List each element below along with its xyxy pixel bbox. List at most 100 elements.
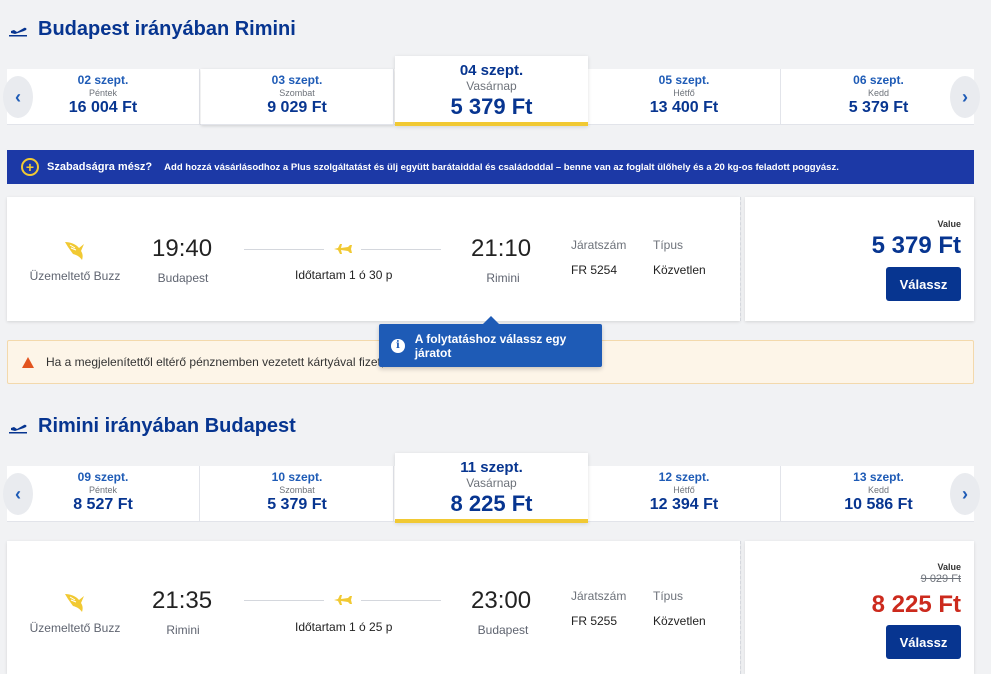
- arrival-time: 21:10: [471, 235, 532, 262]
- date-price: 5 379 Ft: [450, 94, 533, 119]
- promo-text: Add hozzá vásárlásodhoz a Plus szolgálta…: [164, 161, 839, 173]
- ryanair-harp-icon: [65, 242, 84, 260]
- weekday-label: Kedd: [867, 485, 890, 495]
- date-price: 5 379 Ft: [267, 496, 327, 513]
- ryanair-harp-icon: [65, 594, 84, 612]
- selected-indicator: [395, 122, 588, 126]
- weekday-label: Szombat: [279, 88, 315, 98]
- weekday-label: Vasárnap: [466, 476, 517, 490]
- flight-duration: Időtartam 1 ó 25 p: [295, 620, 393, 634]
- date-label: 04 szept.: [459, 62, 524, 79]
- plane-icon: [334, 595, 352, 605]
- info-icon: i: [391, 338, 405, 353]
- select-flight-button[interactable]: Válassz: [886, 625, 961, 659]
- plane-icon: [334, 244, 352, 254]
- date-price: 5 379 Ft: [848, 99, 909, 116]
- fare-price: 5 379 Ft: [871, 232, 961, 259]
- departure-time: 19:40: [152, 235, 213, 262]
- flight-duration: Időtartam 1 ó 30 p: [295, 268, 393, 282]
- date-label: 06 szept.: [853, 73, 904, 87]
- date-card[interactable]: 13 szept. Kedd 10 586 Ft: [782, 466, 975, 522]
- flight-number-label: Járatszám: [571, 589, 627, 603]
- chevron-left-icon: ‹: [15, 86, 21, 107]
- flight-details: Üzemeltető Buzz 19:40 Budapest Időtartam…: [7, 197, 740, 321]
- date-label: 05 szept.: [658, 73, 710, 87]
- date-label: 03 szept.: [271, 73, 323, 87]
- flight-type: Közvetlen: [653, 614, 706, 628]
- route-line-left: [244, 600, 324, 601]
- date-card[interactable]: 02 szept. Péntek 16 004 Ft: [7, 69, 200, 125]
- departure-city: Rimini: [166, 623, 200, 637]
- weekday-label: Vasárnap: [466, 79, 517, 93]
- date-card-selected[interactable]: 04 szept. Vasárnap 5 379 Ft: [395, 56, 588, 126]
- operator: Üzemeltető Buzz: [25, 239, 125, 285]
- flight-number: FR 5254: [571, 263, 618, 277]
- fare-type-label: Value: [937, 562, 961, 572]
- weekday-label: Kedd: [867, 88, 890, 98]
- arrival-city: Budapest: [477, 623, 529, 637]
- inbound-title: Rimini irányában Budapest: [8, 415, 296, 438]
- fare-type-label: Value: [937, 219, 961, 229]
- fare-panel: Value 5 379 Ft Válassz: [745, 197, 974, 321]
- type-label: Típus: [653, 238, 684, 252]
- prev-dates-button[interactable]: ‹: [3, 76, 33, 118]
- arrival-time: 23:00: [471, 587, 532, 614]
- selected-indicator: [395, 519, 588, 523]
- departure-time: 21:35: [152, 587, 213, 614]
- flight-number: FR 5255: [571, 614, 618, 628]
- date-label: 10 szept.: [271, 470, 323, 484]
- date-card-selected[interactable]: 11 szept. Vasárnap 8 225 Ft: [395, 453, 588, 523]
- fare-price: 8 225 Ft: [871, 591, 961, 618]
- plus-promo-banner[interactable]: + Szabadságra mész? Add hozzá vásárlásod…: [7, 150, 974, 184]
- weekday-label: Hétfő: [673, 485, 695, 495]
- promo-title: Szabadságra mész?: [47, 161, 153, 173]
- warning-icon: [22, 356, 34, 368]
- date-card[interactable]: 12 szept. Hétfő 12 394 Ft: [588, 466, 781, 522]
- tooltip-text: A folytatáshoz válassz egy járatot: [414, 331, 567, 360]
- plane-icon: [9, 27, 27, 36]
- date-label: 13 szept.: [853, 470, 904, 484]
- date-price: 8 225 Ft: [450, 491, 533, 516]
- date-price: 10 586 Ft: [844, 496, 913, 513]
- chevron-right-icon: ›: [962, 86, 968, 107]
- date-price: 16 004 Ft: [68, 99, 138, 116]
- date-card[interactable]: 05 szept. Hétfő 13 400 Ft: [588, 69, 781, 125]
- prev-dates-button[interactable]: ‹: [3, 473, 33, 515]
- inbound-title-text: Rimini irányában Budapest: [38, 415, 296, 437]
- weekday-label: Szombat: [279, 485, 315, 495]
- date-card[interactable]: 06 szept. Kedd 5 379 Ft: [782, 69, 975, 125]
- date-label: 02 szept.: [77, 73, 129, 87]
- outbound-title: Budapest irányában Rimini: [8, 18, 296, 41]
- warning-text: Ha a megjelenítettől eltérő pénznemben v…: [46, 355, 395, 369]
- date-price: 8 527 Ft: [73, 496, 133, 513]
- type-label: Típus: [653, 589, 684, 603]
- original-price: 9 029 Ft: [920, 573, 961, 585]
- next-dates-button[interactable]: ›: [950, 473, 980, 515]
- flight-details: Üzemeltető Buzz 21:35 Rimini Időtartam 1…: [7, 541, 740, 674]
- outbound-title-text: Budapest irányában Rimini: [38, 18, 296, 40]
- next-dates-button[interactable]: ›: [950, 76, 980, 118]
- weekday-label: Hétfő: [673, 88, 695, 98]
- select-flight-tooltip: i A folytatáshoz válassz egy járatot: [379, 316, 602, 367]
- date-card[interactable]: 09 szept. Péntek 8 527 Ft: [7, 466, 200, 522]
- weekday-label: Péntek: [88, 88, 118, 98]
- plane-icon: [9, 424, 27, 433]
- chevron-right-icon: ›: [962, 483, 968, 504]
- date-card[interactable]: 10 szept. Szombat 5 379 Ft: [201, 466, 394, 522]
- date-price: 13 400 Ft: [649, 99, 719, 116]
- date-price: 9 029 Ft: [267, 99, 327, 116]
- departure-city: Budapest: [157, 271, 209, 285]
- chevron-left-icon: ‹: [15, 483, 21, 504]
- outbound-date-strip: 02 szept. Péntek 16 004 Ft 03 szept. Szo…: [3, 56, 980, 126]
- inbound-date-strip: 09 szept. Péntek 8 527 Ft 10 szept. Szom…: [3, 453, 980, 523]
- date-card[interactable]: 03 szept. Szombat 9 029 Ft: [201, 69, 394, 125]
- flight-number-label: Járatszám: [571, 238, 627, 252]
- select-flight-button[interactable]: Válassz: [886, 267, 961, 301]
- route-line-left: [244, 249, 324, 250]
- arrival-city: Rimini: [486, 271, 520, 285]
- date-label: 09 szept.: [77, 470, 129, 484]
- route-line-right: [361, 249, 441, 250]
- fare-panel: Value 9 029 Ft 8 225 Ft Válassz: [745, 541, 974, 674]
- ticket-divider: [740, 197, 745, 321]
- date-label: 12 szept.: [658, 470, 710, 484]
